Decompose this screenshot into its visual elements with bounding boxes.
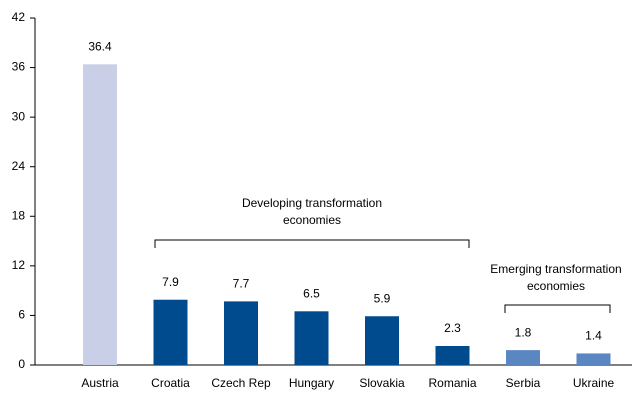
y-tick-label: 36	[12, 60, 26, 74]
value-label: 7.7	[233, 277, 250, 291]
bar	[153, 299, 188, 365]
bar	[576, 353, 611, 365]
y-tick-label: 18	[12, 208, 26, 222]
annotation: Developing transformation	[242, 196, 382, 210]
y-tick-label: 12	[12, 258, 26, 272]
bar	[224, 301, 258, 365]
bracket	[154, 239, 470, 248]
value-label: 1.4	[585, 329, 602, 343]
bar	[365, 316, 399, 365]
y-tick-label: 30	[12, 109, 26, 123]
annotation: economies	[527, 279, 585, 293]
y-tick-label: 6	[18, 308, 25, 322]
x-tick-label: Ukraine	[573, 376, 615, 390]
y-tick-label: 24	[12, 159, 26, 173]
bracket	[504, 304, 611, 313]
x-tick-label: Czech Rep	[211, 376, 271, 390]
x-tick-label: Austria	[81, 376, 119, 390]
value-label: 2.3	[444, 321, 461, 335]
x-tick-label: Croatia	[151, 376, 190, 390]
y-tick-label: 42	[12, 10, 26, 24]
value-label: 1.8	[515, 325, 532, 339]
value-label: 36.4	[88, 39, 112, 53]
x-tick-label: Slovakia	[359, 376, 405, 390]
bar	[294, 311, 329, 365]
x-tick-label: Romania	[428, 376, 476, 390]
value-label: 5.9	[374, 291, 391, 305]
y-tick-label: 0	[18, 357, 25, 371]
bar	[435, 345, 470, 365]
bar	[83, 64, 117, 366]
bar	[506, 350, 540, 365]
x-tick-label: Serbia	[506, 376, 541, 390]
value-label: 6.5	[303, 286, 320, 300]
value-label: 7.9	[162, 275, 179, 289]
annotation: economies	[283, 213, 341, 227]
x-tick-label: Hungary	[289, 376, 334, 390]
annotation: Emerging transformation	[490, 262, 621, 276]
